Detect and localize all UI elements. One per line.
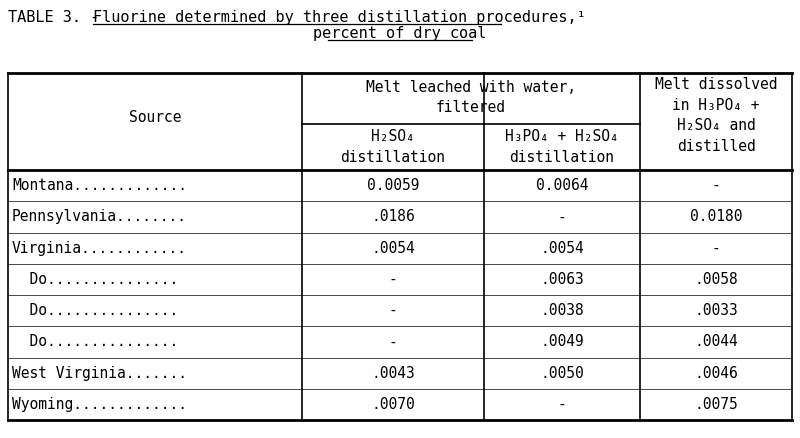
- Text: .0054: .0054: [371, 240, 415, 256]
- Text: Do...............: Do...............: [12, 334, 178, 350]
- Text: -: -: [558, 209, 566, 224]
- Text: .0054: .0054: [540, 240, 584, 256]
- Text: H₃PO₄ + H₂SO₄
distillation: H₃PO₄ + H₂SO₄ distillation: [505, 129, 619, 165]
- Text: Melt leached with water,
filtered: Melt leached with water, filtered: [366, 80, 576, 116]
- Text: .0063: .0063: [540, 272, 584, 287]
- Text: .0058: .0058: [694, 272, 738, 287]
- Text: .0046: .0046: [694, 366, 738, 381]
- Text: Source: Source: [129, 110, 182, 125]
- Text: .0038: .0038: [540, 303, 584, 318]
- Text: H₂SO₄
distillation: H₂SO₄ distillation: [341, 129, 446, 165]
- Text: .0075: .0075: [694, 397, 738, 412]
- Text: -: -: [389, 334, 398, 350]
- Text: 0.0180: 0.0180: [690, 209, 742, 224]
- Text: Do...............: Do...............: [12, 272, 178, 287]
- Text: 0.0059: 0.0059: [366, 178, 419, 193]
- Text: -: -: [712, 240, 720, 256]
- Text: .0044: .0044: [694, 334, 738, 350]
- Text: TABLE 3. -: TABLE 3. -: [8, 10, 108, 25]
- Text: .0070: .0070: [371, 397, 415, 412]
- Text: Wyoming.............: Wyoming.............: [12, 397, 187, 412]
- Text: -: -: [389, 272, 398, 287]
- Text: .0050: .0050: [540, 366, 584, 381]
- Text: .0049: .0049: [540, 334, 584, 350]
- Text: percent of dry coal: percent of dry coal: [314, 26, 486, 41]
- Text: Pennsylvania........: Pennsylvania........: [12, 209, 187, 224]
- Text: -: -: [712, 178, 720, 193]
- Text: West Virginia.......: West Virginia.......: [12, 366, 187, 381]
- Text: Montana.............: Montana.............: [12, 178, 187, 193]
- Text: .0033: .0033: [694, 303, 738, 318]
- Text: 0.0064: 0.0064: [536, 178, 588, 193]
- Text: .0186: .0186: [371, 209, 415, 224]
- Text: Do...............: Do...............: [12, 303, 178, 318]
- Text: Melt dissolved
in H₃PO₄ +
H₂SO₄ and
distilled: Melt dissolved in H₃PO₄ + H₂SO₄ and dist…: [654, 78, 778, 154]
- Text: -: -: [389, 303, 398, 318]
- Text: Fluorine determined by three distillation procedures,¹: Fluorine determined by three distillatio…: [93, 10, 586, 25]
- Text: Virginia............: Virginia............: [12, 240, 187, 256]
- Text: -: -: [558, 397, 566, 412]
- Text: .0043: .0043: [371, 366, 415, 381]
